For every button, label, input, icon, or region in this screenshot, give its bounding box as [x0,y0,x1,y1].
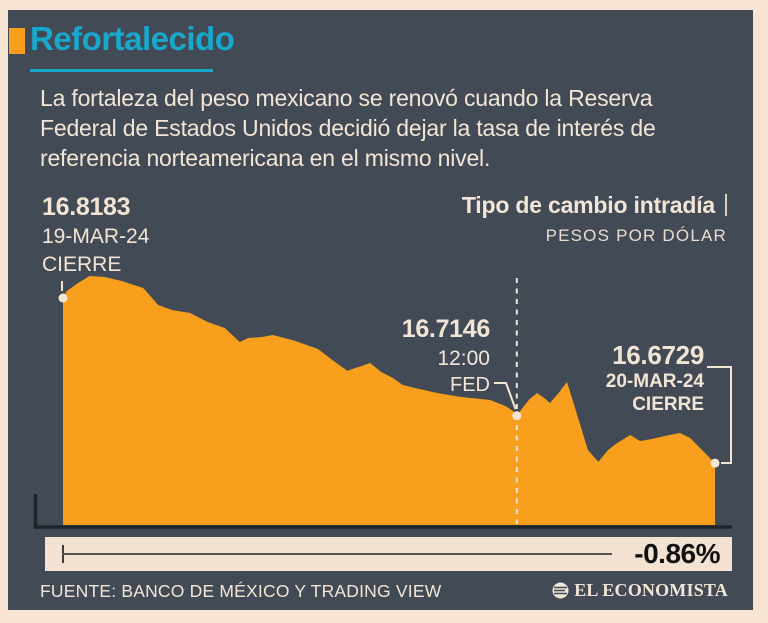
open-date: 19-MAR-24 [42,225,150,248]
fed-label: FED [450,374,490,396]
open-value: 16.8183 [42,193,131,221]
source-text: FUENTE: BANCO DE MÉXICO Y TRADING VIEW [40,581,442,601]
chart-header: Tipo de cambio intradía PESOS POR DÓLAR [462,192,727,246]
close-label: CIERRE [632,394,704,415]
fed-time: 12:00 [437,347,490,370]
fed-value: 16.7146 [401,315,491,343]
page-title: Refortalecido [30,20,235,57]
title-underline [30,69,213,72]
el-economista-logo-icon [552,582,569,599]
close-value: 16.6729 [612,340,704,370]
open-annotation: 16.8183 19-MAR-24 CIERRE [42,192,149,279]
close-date: 20-MAR-24 [605,371,704,392]
brand-name: EL ECONOMISTA [574,580,728,600]
open-label: CIERRE [42,253,122,276]
brand: EL ECONOMISTA [552,580,728,601]
chart-unit-label: PESOS POR DÓLAR [545,226,727,245]
chart-title: Tipo de cambio intradía [461,192,715,218]
header-divider [725,194,727,216]
fed-annotation: 16.7146 12:00 FED [401,314,491,397]
kicker-square [9,28,25,54]
change-scale-bar: -0.86% [45,537,732,571]
close-annotation: 16.6729 20-MAR-24 CIERRE [605,340,705,416]
scale-line [62,553,612,555]
change-percentage: -0.86% [634,538,720,569]
intro-text: La fortaleza del peso mexicano se renovó… [40,85,656,171]
